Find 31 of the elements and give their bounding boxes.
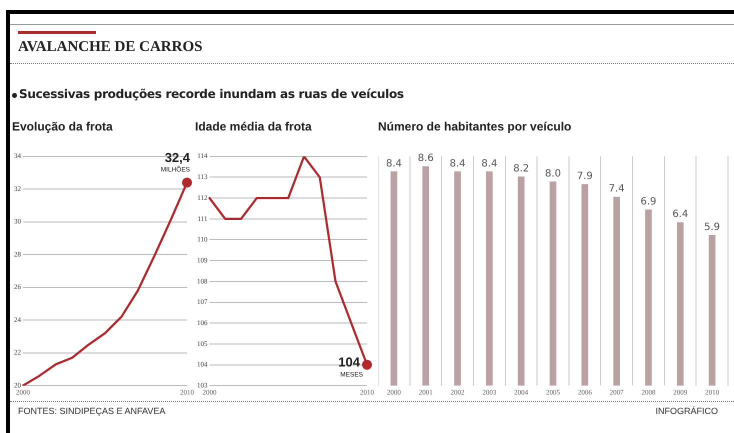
- data-label: 6.4: [672, 209, 688, 220]
- bar: [486, 171, 493, 386]
- data-label: 8.0: [545, 168, 561, 180]
- bar: [645, 210, 652, 386]
- annotation: 104: [338, 354, 361, 370]
- annotation: 32,4: [164, 150, 191, 166]
- data-label: 8.4: [481, 158, 498, 170]
- bar: [422, 166, 430, 386]
- text: INFOGRÁFICO: [656, 406, 718, 416]
- bar: [581, 184, 588, 386]
- chart-title: Evolução da frota: [12, 120, 114, 134]
- data-label: 6.9: [640, 196, 656, 208]
- data-label: 5.9: [704, 222, 720, 233]
- bar: [676, 222, 684, 386]
- text: FONTES: SINDIPEÇAS E ANFAVEA: [18, 406, 166, 416]
- chart-title: Número de habitantes por veículo: [378, 120, 572, 134]
- data-label: 8.4: [450, 158, 466, 170]
- data-label: 8.2: [513, 163, 530, 174]
- text: Sucessivas produções recorde inundam as ruas de veículos: [19, 87, 404, 101]
- bar: [390, 171, 398, 386]
- bar: [708, 235, 716, 386]
- bar: [518, 176, 525, 386]
- bar: [454, 171, 461, 386]
- text: AVALANCHE DE CARROS: [18, 39, 202, 56]
- bar: [550, 182, 556, 386]
- data-label: 8.4: [386, 158, 402, 170]
- data-label: 7.9: [576, 171, 593, 182]
- chart-title: Idade média da frota: [195, 120, 312, 134]
- data-label: 7.4: [608, 184, 625, 195]
- data-label: 8.6: [418, 153, 434, 164]
- bar: [613, 196, 620, 386]
